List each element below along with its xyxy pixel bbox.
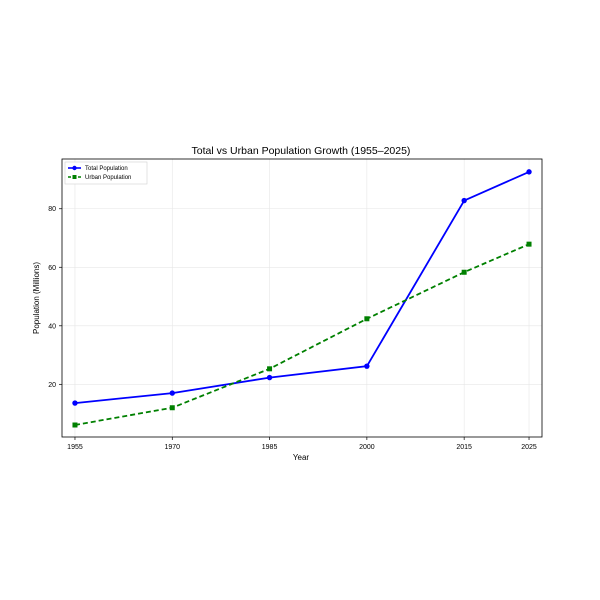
grid-lines <box>62 159 542 437</box>
y-tick-label-80: 80 <box>48 206 56 213</box>
data-point-urban-population-1985 <box>267 366 273 372</box>
legend-label-urban-population: Urban Population <box>85 175 131 181</box>
data-point-total-population-2025 <box>526 169 532 175</box>
data-point-total-population-1955 <box>72 400 78 406</box>
x-tick-label-1985: 1985 <box>262 444 278 451</box>
x-tick-label-2025: 2025 <box>521 444 537 451</box>
x-tick-label-2000: 2000 <box>359 444 375 451</box>
series-line-urban-population <box>74 243 530 426</box>
data-point-urban-population-1955 <box>72 422 78 428</box>
data-point-urban-population-1970 <box>169 405 175 411</box>
x-axis: 1955 1970 1985 2000 2015 2025 <box>67 437 537 451</box>
y-axis: 20 40 60 80 <box>48 206 62 389</box>
legend-marker-total-population <box>72 165 77 171</box>
series-urban-population <box>72 241 532 428</box>
data-point-total-population-1985 <box>266 374 273 381</box>
legend-marker-urban-population <box>72 175 77 179</box>
x-tick-label-2015: 2015 <box>456 444 472 451</box>
series-line-total-population <box>74 171 530 404</box>
x-tick-label-1970: 1970 <box>164 444 180 451</box>
plot-frame <box>61 158 543 438</box>
data-point-urban-population-2000 <box>364 316 370 322</box>
x-axis-label: Year <box>293 453 310 462</box>
y-tick-label-20: 20 <box>48 382 56 389</box>
y-tick-label-40: 40 <box>48 323 56 330</box>
series-total-population <box>72 169 532 406</box>
series-layer <box>72 169 532 428</box>
legend-box <box>64 161 148 185</box>
data-point-total-population-2000 <box>364 363 370 369</box>
data-point-urban-population-2015 <box>461 269 467 275</box>
x-tick-label-1955: 1955 <box>67 444 83 451</box>
legend: Total Population Urban Population <box>64 161 148 185</box>
data-point-urban-population-2025 <box>526 241 532 247</box>
data-point-total-population-2015 <box>461 197 467 204</box>
data-point-total-population-1970 <box>169 390 175 396</box>
legend-label-total-population: Total Population <box>85 166 128 172</box>
y-axis-label: Population (Millions) <box>32 262 41 334</box>
chart-title: Total vs Urban Population Growth (1955–2… <box>192 145 411 157</box>
y-tick-label-60: 60 <box>48 265 56 272</box>
